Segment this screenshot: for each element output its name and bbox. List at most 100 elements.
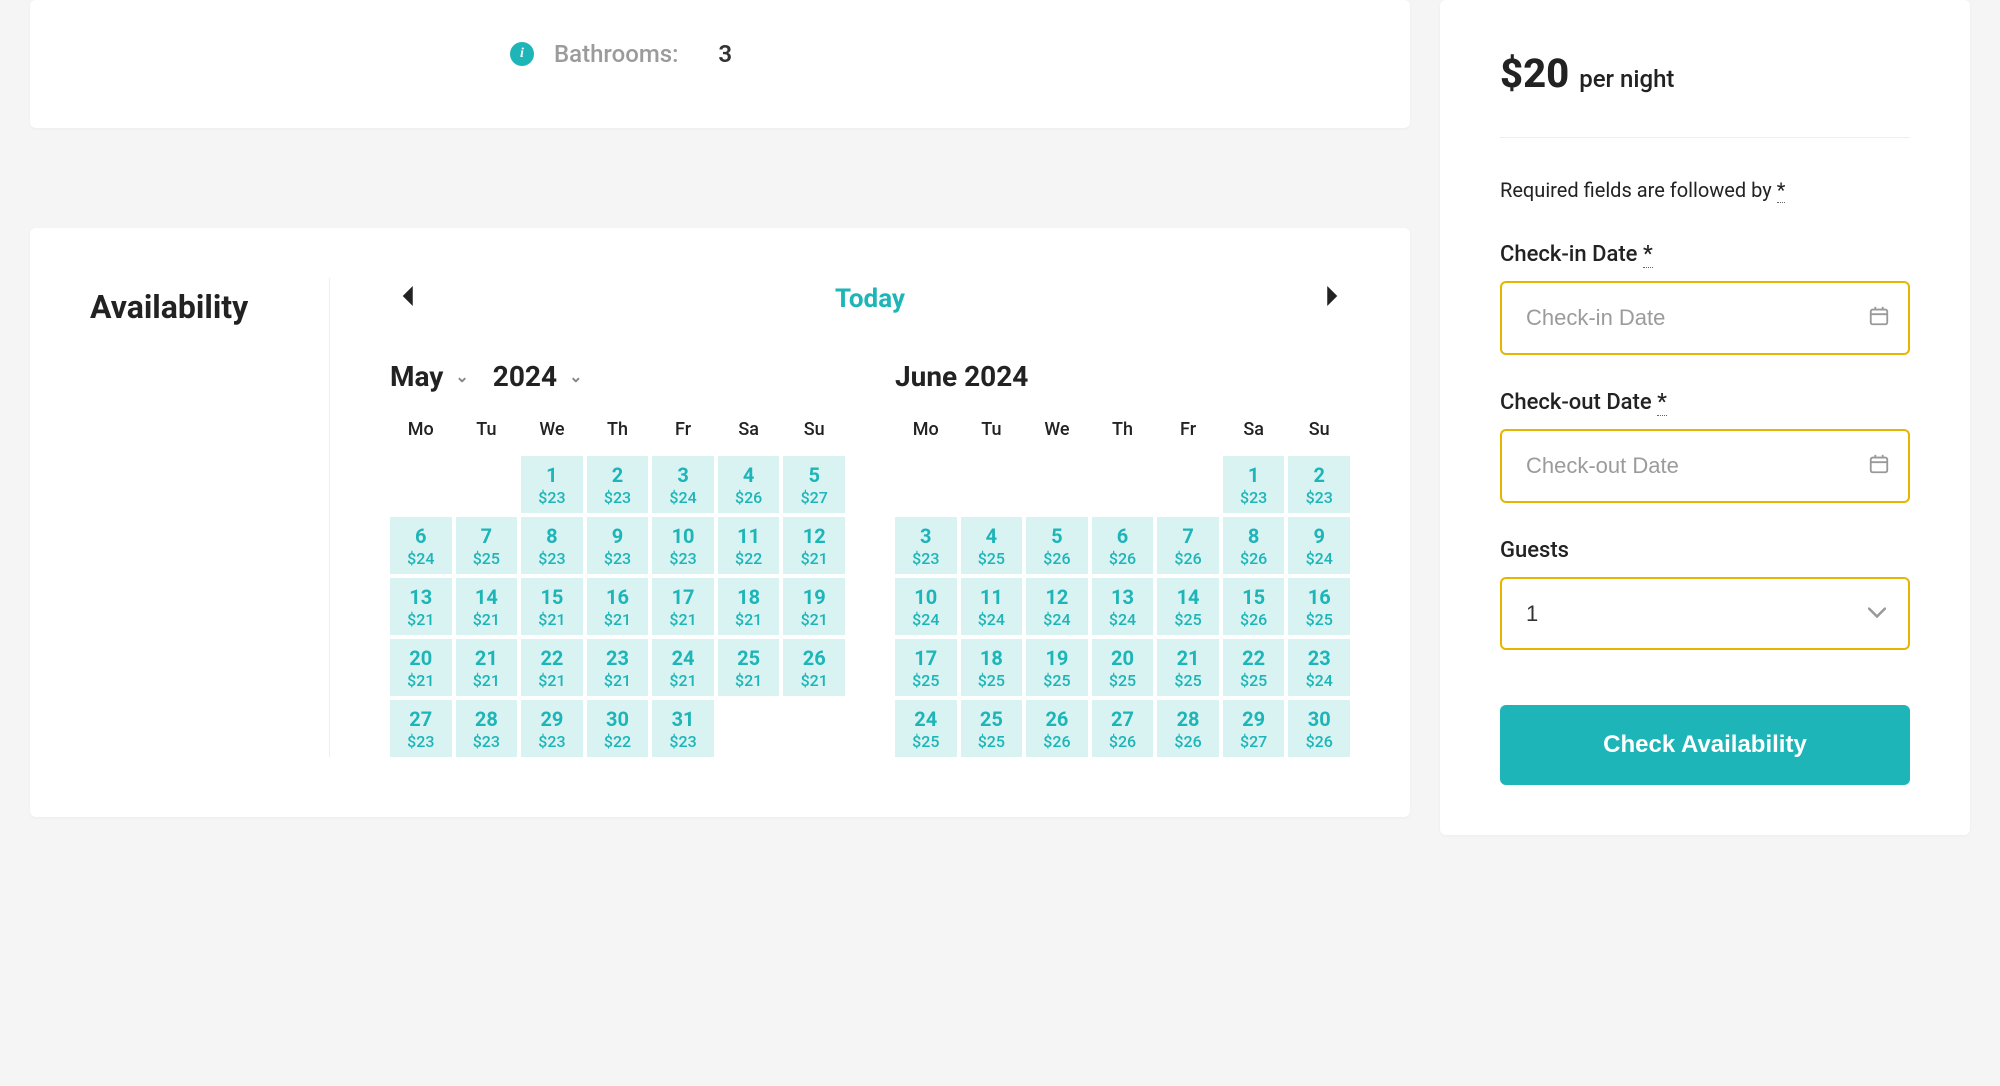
day-price: $26 xyxy=(1109,549,1136,568)
calendar-day[interactable]: 3$24 xyxy=(652,456,714,513)
calendar-day[interactable]: 13$21 xyxy=(390,578,452,635)
calendar-day[interactable]: 20$21 xyxy=(390,639,452,696)
day-number: 8 xyxy=(546,525,557,547)
day-number: 10 xyxy=(672,525,695,547)
calendar-day[interactable]: 24$21 xyxy=(652,639,714,696)
guests-select[interactable]: 1 xyxy=(1500,577,1910,650)
bathrooms-value: 3 xyxy=(718,40,732,68)
next-month-button[interactable] xyxy=(1312,278,1350,320)
calendar-day[interactable]: 9$24 xyxy=(1288,517,1350,574)
calendar-day[interactable]: 8$26 xyxy=(1223,517,1285,574)
day-price: $24 xyxy=(1043,610,1070,629)
calendar-day[interactable]: 18$21 xyxy=(718,578,780,635)
check-availability-button[interactable]: Check Availability xyxy=(1500,705,1910,785)
calendar-day[interactable]: 1$23 xyxy=(521,456,583,513)
calendar-day[interactable]: 7$26 xyxy=(1157,517,1219,574)
day-number: 23 xyxy=(606,647,629,669)
today-button[interactable]: Today xyxy=(835,284,905,314)
booking-sidebar: $20 per night Required fields are follow… xyxy=(1440,0,1970,835)
calendar-day[interactable]: 20$25 xyxy=(1092,639,1154,696)
calendar-day[interactable]: 28$26 xyxy=(1157,700,1219,757)
calendar-day[interactable]: 22$25 xyxy=(1223,639,1285,696)
calendar-day[interactable]: 10$24 xyxy=(895,578,957,635)
calendar-day[interactable]: 17$25 xyxy=(895,639,957,696)
calendar-day[interactable]: 27$23 xyxy=(390,700,452,757)
calendar-grid: MoTuWeThFrSaSu1$232$233$244$265$276$247$… xyxy=(390,411,845,757)
calendar-day[interactable]: 17$21 xyxy=(652,578,714,635)
checkout-input[interactable] xyxy=(1500,429,1910,503)
calendar-day[interactable]: 23$21 xyxy=(587,639,649,696)
day-of-week-header: Th xyxy=(1092,411,1154,452)
checkin-label: Check-in Date * xyxy=(1500,242,1910,267)
calendar-day[interactable]: 22$21 xyxy=(521,639,583,696)
calendar-day[interactable]: 30$26 xyxy=(1288,700,1350,757)
calendar-day[interactable]: 29$23 xyxy=(521,700,583,757)
calendar-day[interactable]: 28$23 xyxy=(456,700,518,757)
day-price: $26 xyxy=(1174,732,1201,751)
calendar-day[interactable]: 13$24 xyxy=(1092,578,1154,635)
calendar-day[interactable]: 1$23 xyxy=(1223,456,1285,513)
day-price: $27 xyxy=(1240,732,1267,751)
calendar-day[interactable]: 12$21 xyxy=(783,517,845,574)
calendar-day[interactable]: 16$21 xyxy=(587,578,649,635)
day-price: $23 xyxy=(1240,488,1267,507)
calendar-day[interactable]: 30$22 xyxy=(587,700,649,757)
calendar-day[interactable]: 26$21 xyxy=(783,639,845,696)
calendar-day[interactable]: 12$24 xyxy=(1026,578,1088,635)
calendar-day[interactable]: 23$24 xyxy=(1288,639,1350,696)
calendar-day[interactable]: 21$25 xyxy=(1157,639,1219,696)
checkin-input[interactable] xyxy=(1500,281,1910,355)
calendar-day[interactable]: 7$25 xyxy=(456,517,518,574)
day-price: $23 xyxy=(538,732,565,751)
prev-month-button[interactable] xyxy=(390,278,428,320)
calendar-day[interactable]: 24$25 xyxy=(895,700,957,757)
day-number: 26 xyxy=(803,647,826,669)
calendar-day[interactable]: 14$25 xyxy=(1157,578,1219,635)
calendar-day[interactable]: 25$25 xyxy=(961,700,1023,757)
calendar-day[interactable]: 14$21 xyxy=(456,578,518,635)
calendar-day[interactable]: 15$21 xyxy=(521,578,583,635)
calendar-day[interactable]: 26$26 xyxy=(1026,700,1088,757)
calendar-day[interactable]: 4$26 xyxy=(718,456,780,513)
calendar-day[interactable]: 8$23 xyxy=(521,517,583,574)
calendar-day[interactable]: 9$23 xyxy=(587,517,649,574)
calendar-day[interactable]: 3$23 xyxy=(895,517,957,574)
day-number: 31 xyxy=(672,708,695,730)
day-number: 25 xyxy=(737,647,760,669)
calendar-day[interactable]: 19$25 xyxy=(1026,639,1088,696)
day-number: 4 xyxy=(743,464,754,486)
day-number: 25 xyxy=(980,708,1003,730)
calendar-day[interactable]: 31$23 xyxy=(652,700,714,757)
day-of-week-header: Su xyxy=(1288,411,1350,452)
bathrooms-label: Bathrooms: xyxy=(554,40,678,68)
day-price: $25 xyxy=(978,549,1005,568)
calendar-day[interactable]: 15$26 xyxy=(1223,578,1285,635)
day-price: $21 xyxy=(604,671,631,690)
calendar-day[interactable]: 2$23 xyxy=(1288,456,1350,513)
calendar-day[interactable]: 5$27 xyxy=(783,456,845,513)
day-price: $26 xyxy=(1043,732,1070,751)
day-number: 27 xyxy=(1111,708,1134,730)
day-of-week-header: Mo xyxy=(895,411,957,452)
calendar-day[interactable]: 25$21 xyxy=(718,639,780,696)
calendar-day[interactable]: 6$24 xyxy=(390,517,452,574)
calendar-day[interactable]: 6$26 xyxy=(1092,517,1154,574)
calendar-day[interactable]: 29$27 xyxy=(1223,700,1285,757)
day-number: 12 xyxy=(803,525,826,547)
day-price: $23 xyxy=(1306,488,1333,507)
calendar-day[interactable]: 10$23 xyxy=(652,517,714,574)
calendar-day[interactable]: 5$26 xyxy=(1026,517,1088,574)
calendar-day[interactable]: 4$25 xyxy=(961,517,1023,574)
calendar-day[interactable]: 27$26 xyxy=(1092,700,1154,757)
calendar-day[interactable]: 11$24 xyxy=(961,578,1023,635)
calendar-day[interactable]: 18$25 xyxy=(961,639,1023,696)
calendar-day[interactable]: 2$23 xyxy=(587,456,649,513)
calendar-day[interactable]: 11$22 xyxy=(718,517,780,574)
month-title[interactable]: May⌄ 2024⌄ xyxy=(390,360,845,393)
calendar-day[interactable]: 21$21 xyxy=(456,639,518,696)
calendar-day[interactable]: 19$21 xyxy=(783,578,845,635)
day-price: $26 xyxy=(1306,732,1333,751)
calendar-day[interactable]: 16$25 xyxy=(1288,578,1350,635)
day-price: $25 xyxy=(473,549,500,568)
day-price: $27 xyxy=(801,488,828,507)
